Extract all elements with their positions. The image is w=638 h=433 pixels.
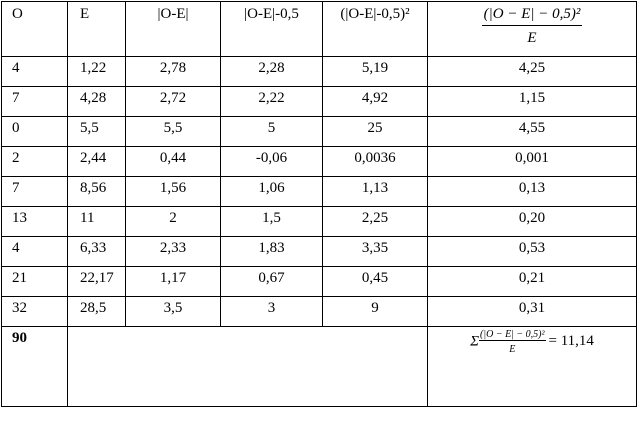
cell: 2,78 bbox=[125, 56, 221, 87]
data-row: 32 28,5 3,5 3 9 0,31 bbox=[1, 296, 637, 327]
cell: 0,31 bbox=[427, 296, 637, 327]
header-row: O E |O-E| |O-E|-0,5 (|O-E|-0,5)² (|O − E… bbox=[1, 1, 637, 57]
cell: 22,17 bbox=[67, 266, 126, 297]
cell: 1,06 bbox=[220, 176, 323, 207]
cell: 0 bbox=[1, 116, 68, 147]
cell: 0,0036 bbox=[322, 146, 428, 177]
cell: 0,53 bbox=[427, 236, 637, 267]
header-cell: |O-E|-0,5 bbox=[220, 1, 323, 57]
cell: 2,28 bbox=[220, 56, 323, 87]
cell: 0,67 bbox=[220, 266, 323, 297]
sum-symbol: Σ bbox=[470, 333, 480, 350]
data-row: 13 11 2 1,5 2,25 0,20 bbox=[1, 206, 637, 237]
cell: 5,19 bbox=[322, 56, 428, 87]
cell: 3,35 bbox=[322, 236, 428, 267]
sum-result: = 11,14 bbox=[548, 333, 594, 350]
header-cell: (|O − E| − 0,5)² E bbox=[427, 1, 637, 57]
data-row: 4 6,33 2,33 1,83 3,35 0,53 bbox=[1, 236, 637, 267]
cell: 32 bbox=[1, 296, 68, 327]
header-cell: |O-E| bbox=[125, 1, 221, 57]
cell: 2,33 bbox=[125, 236, 221, 267]
cell: 0,13 bbox=[427, 176, 637, 207]
header-cell: E bbox=[67, 1, 126, 57]
cell: 4 bbox=[1, 236, 68, 267]
cell: 0,45 bbox=[322, 266, 428, 297]
data-row: 2 2,44 0,44 -0,06 0,0036 0,001 bbox=[1, 146, 637, 177]
cell: 2 bbox=[125, 206, 221, 237]
denominator: E bbox=[527, 30, 537, 46]
total-label: 90 bbox=[1, 326, 68, 407]
chi-table: O E |O-E| |O-E|-0,5 (|O-E|-0,5)² (|O − E… bbox=[1, 1, 637, 407]
cell: 1,22 bbox=[67, 56, 126, 87]
cell: 0,44 bbox=[125, 146, 221, 177]
header-cell: O bbox=[1, 1, 68, 57]
cell: 7 bbox=[1, 176, 68, 207]
cell: 5,5 bbox=[67, 116, 126, 147]
formula: (|O − E| − 0,5)² E bbox=[481, 6, 583, 47]
numerator: (|O − E| − 0,5)² bbox=[481, 6, 583, 26]
cell: 21 bbox=[1, 266, 68, 297]
cell: 13 bbox=[1, 206, 68, 237]
cell: 0,21 bbox=[427, 266, 637, 297]
cell: 2,72 bbox=[125, 86, 221, 117]
sum-denominator: E bbox=[509, 344, 516, 355]
cell: 2,25 bbox=[322, 206, 428, 237]
data-row: 21 22,17 1,17 0,67 0,45 0,21 bbox=[1, 266, 637, 297]
cell: 7 bbox=[1, 86, 68, 117]
header-cell: (|O-E|-0,5)² bbox=[322, 1, 428, 57]
cell: 1,56 bbox=[125, 176, 221, 207]
cell: 1,83 bbox=[220, 236, 323, 267]
data-row: 7 4,28 2,72 2,22 4,92 1,15 bbox=[1, 86, 637, 117]
cell: 1,17 bbox=[125, 266, 221, 297]
cell: 4,25 bbox=[427, 56, 637, 87]
data-row: 4 1,22 2,78 2,28 5,19 4,25 bbox=[1, 56, 637, 87]
sum-fraction: (|O − E| − 0,5)² E bbox=[479, 329, 546, 355]
data-row: 7 8,56 1,56 1,06 1,13 0,13 bbox=[1, 176, 637, 207]
cell: 1,5 bbox=[220, 206, 323, 237]
cell: 28,5 bbox=[67, 296, 126, 327]
table-body: O E |O-E| |O-E|-0,5 (|O-E|-0,5)² (|O − E… bbox=[1, 1, 637, 407]
cell: 2,44 bbox=[67, 146, 126, 177]
cell: 2,22 bbox=[220, 86, 323, 117]
empty-cell bbox=[67, 326, 428, 407]
data-row: 0 5,5 5,5 5 25 4,55 bbox=[1, 116, 637, 147]
cell: 9 bbox=[322, 296, 428, 327]
cell: 4 bbox=[1, 56, 68, 87]
cell: 3 bbox=[220, 296, 323, 327]
cell: 1,15 bbox=[427, 86, 637, 117]
cell: 8,56 bbox=[67, 176, 126, 207]
cell: 6,33 bbox=[67, 236, 126, 267]
cell: 0,001 bbox=[427, 146, 637, 177]
cell: 25 bbox=[322, 116, 428, 147]
cell: 5 bbox=[220, 116, 323, 147]
sum-cell: Σ (|O − E| − 0,5)² E = 11,14 bbox=[427, 326, 637, 407]
cell: 5,5 bbox=[125, 116, 221, 147]
sum-numerator: (|O − E| − 0,5)² bbox=[479, 329, 546, 341]
cell: 4,28 bbox=[67, 86, 126, 117]
cell: 0,20 bbox=[427, 206, 637, 237]
cell: 1,13 bbox=[322, 176, 428, 207]
cell: 4,92 bbox=[322, 86, 428, 117]
cell: 3,5 bbox=[125, 296, 221, 327]
cell: 2 bbox=[1, 146, 68, 177]
cell: -0,06 bbox=[220, 146, 323, 177]
cell: 4,55 bbox=[427, 116, 637, 147]
cell: 11 bbox=[67, 206, 126, 237]
total-row: 90 Σ (|O − E| − 0,5)² E = 11,14 bbox=[1, 326, 637, 407]
